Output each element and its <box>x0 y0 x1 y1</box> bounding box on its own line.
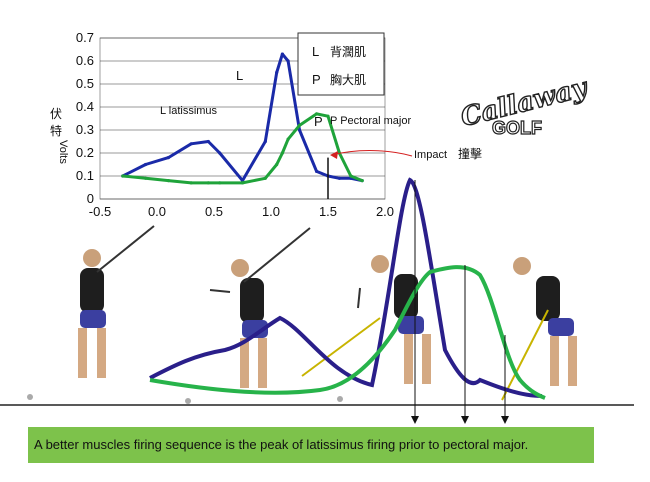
pectoral-label: P Pectoral major <box>330 115 411 127</box>
legend-label-latissimus: 背濶肌 <box>330 45 366 59</box>
legend-box <box>297 32 385 96</box>
y-tick-label: 0.6 <box>76 53 94 68</box>
data-point <box>189 142 193 146</box>
y-axis-label-cn-2: 特 <box>50 123 62 138</box>
x-tick-label: 0.0 <box>148 204 166 219</box>
golfer-figure-4 <box>501 257 577 401</box>
overlay-latissimus-curve <box>149 177 543 398</box>
data-point <box>144 162 148 167</box>
arrowhead <box>461 416 469 424</box>
x-tick-label: 2.0 <box>376 204 394 219</box>
impact-label-cn: 撞擊 <box>458 146 482 161</box>
y-axis-label: Volts <box>57 140 69 164</box>
y-axis-label-cn-1: 伏 <box>50 107 62 121</box>
golf-ball <box>27 394 33 400</box>
data-point <box>263 139 267 144</box>
x-tick-label: 1.0 <box>262 204 280 219</box>
impact-label: Impact <box>414 149 447 161</box>
y-tick-label: 0.5 <box>76 76 94 91</box>
series-lines <box>121 52 364 185</box>
x-tick-label: 0.5 <box>205 204 223 219</box>
overlay-pectoral-curve <box>149 265 546 400</box>
arrowhead <box>411 416 419 424</box>
caption-text: A better muscles firing sequence is the … <box>34 437 529 452</box>
data-point <box>326 114 330 118</box>
legend: L 背濶肌 P 胸大肌 <box>297 32 385 96</box>
golfer-figures <box>78 225 577 401</box>
arrowhead <box>501 416 509 424</box>
p-marker-label: P <box>314 114 323 129</box>
data-point <box>263 176 267 180</box>
golf-ball <box>185 398 191 404</box>
caption-bar: A better muscles firing sequence is the … <box>28 427 594 463</box>
data-point <box>121 174 125 178</box>
data-point <box>286 59 290 63</box>
callaway-logo: Callaway GOLF <box>457 72 592 139</box>
x-tick-label: -0.5 <box>89 204 111 219</box>
data-point <box>349 174 353 178</box>
data-point <box>218 181 222 185</box>
legend-label-pectoral: 胸大肌 <box>330 72 366 87</box>
data-point <box>297 128 302 132</box>
logo-line-2: GOLF <box>492 118 542 138</box>
data-point <box>275 162 279 167</box>
data-point <box>218 151 222 155</box>
golfer-figure-2 <box>209 227 311 388</box>
impact-arrow-red <box>331 150 413 157</box>
emg-chart: 0 0.1 0.2 0.3 0.4 0.5 0.6 0.7 -0.5 0.0 0.5 1.0 1.5 2… <box>50 30 482 219</box>
golfer-figure-3 <box>301 255 431 384</box>
y-tick-label: 0.1 <box>76 168 94 183</box>
y-tick-label: 0.4 <box>76 99 94 114</box>
y-tick-label: 0.2 <box>76 145 94 160</box>
latissimus-label: L latissimus <box>160 105 218 117</box>
x-tick-label: 1.5 <box>319 204 337 219</box>
data-point <box>275 70 279 75</box>
data-point <box>286 137 290 141</box>
data-point <box>337 176 341 180</box>
data-point <box>240 181 245 185</box>
y-ticks: 0 0.1 0.2 0.3 0.4 0.5 0.6 0.7 <box>76 30 94 206</box>
x-ticks: -0.5 0.0 0.5 1.0 1.5 2.0 <box>89 204 394 219</box>
y-tick-label: 0.7 <box>76 30 94 45</box>
l-marker-label: L <box>236 68 243 83</box>
data-point <box>144 176 148 180</box>
data-point <box>166 156 170 160</box>
legend-marker-l: L <box>312 44 319 59</box>
data-point <box>297 123 302 127</box>
data-point <box>360 179 364 183</box>
legend-marker-p: P <box>312 72 321 87</box>
data-point <box>315 112 319 116</box>
data-point <box>166 179 170 183</box>
data-point <box>280 52 284 56</box>
golfer-figure-1 <box>78 225 155 378</box>
y-tick-label: 0 <box>87 191 94 206</box>
y-tick-label: 0.3 <box>76 122 94 137</box>
data-point <box>280 151 284 155</box>
data-point <box>315 169 319 173</box>
data-point <box>189 181 193 185</box>
impact-arrowhead-red <box>330 151 338 159</box>
golf-ball <box>337 396 343 402</box>
data-point <box>206 181 210 185</box>
data-point <box>206 139 210 144</box>
